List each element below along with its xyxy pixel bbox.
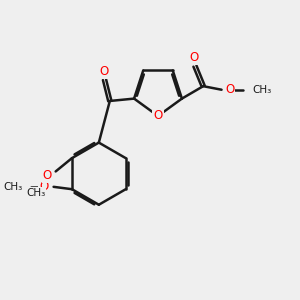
Text: CH₃: CH₃ (252, 85, 272, 95)
Text: O: O (153, 110, 163, 122)
Text: O: O (99, 65, 109, 78)
Text: O: O (225, 83, 234, 96)
Text: O: O (43, 169, 52, 182)
Text: CH₃: CH₃ (3, 182, 22, 192)
Text: O: O (39, 180, 48, 193)
Text: CH₃: CH₃ (26, 188, 46, 198)
Text: O: O (190, 51, 199, 64)
